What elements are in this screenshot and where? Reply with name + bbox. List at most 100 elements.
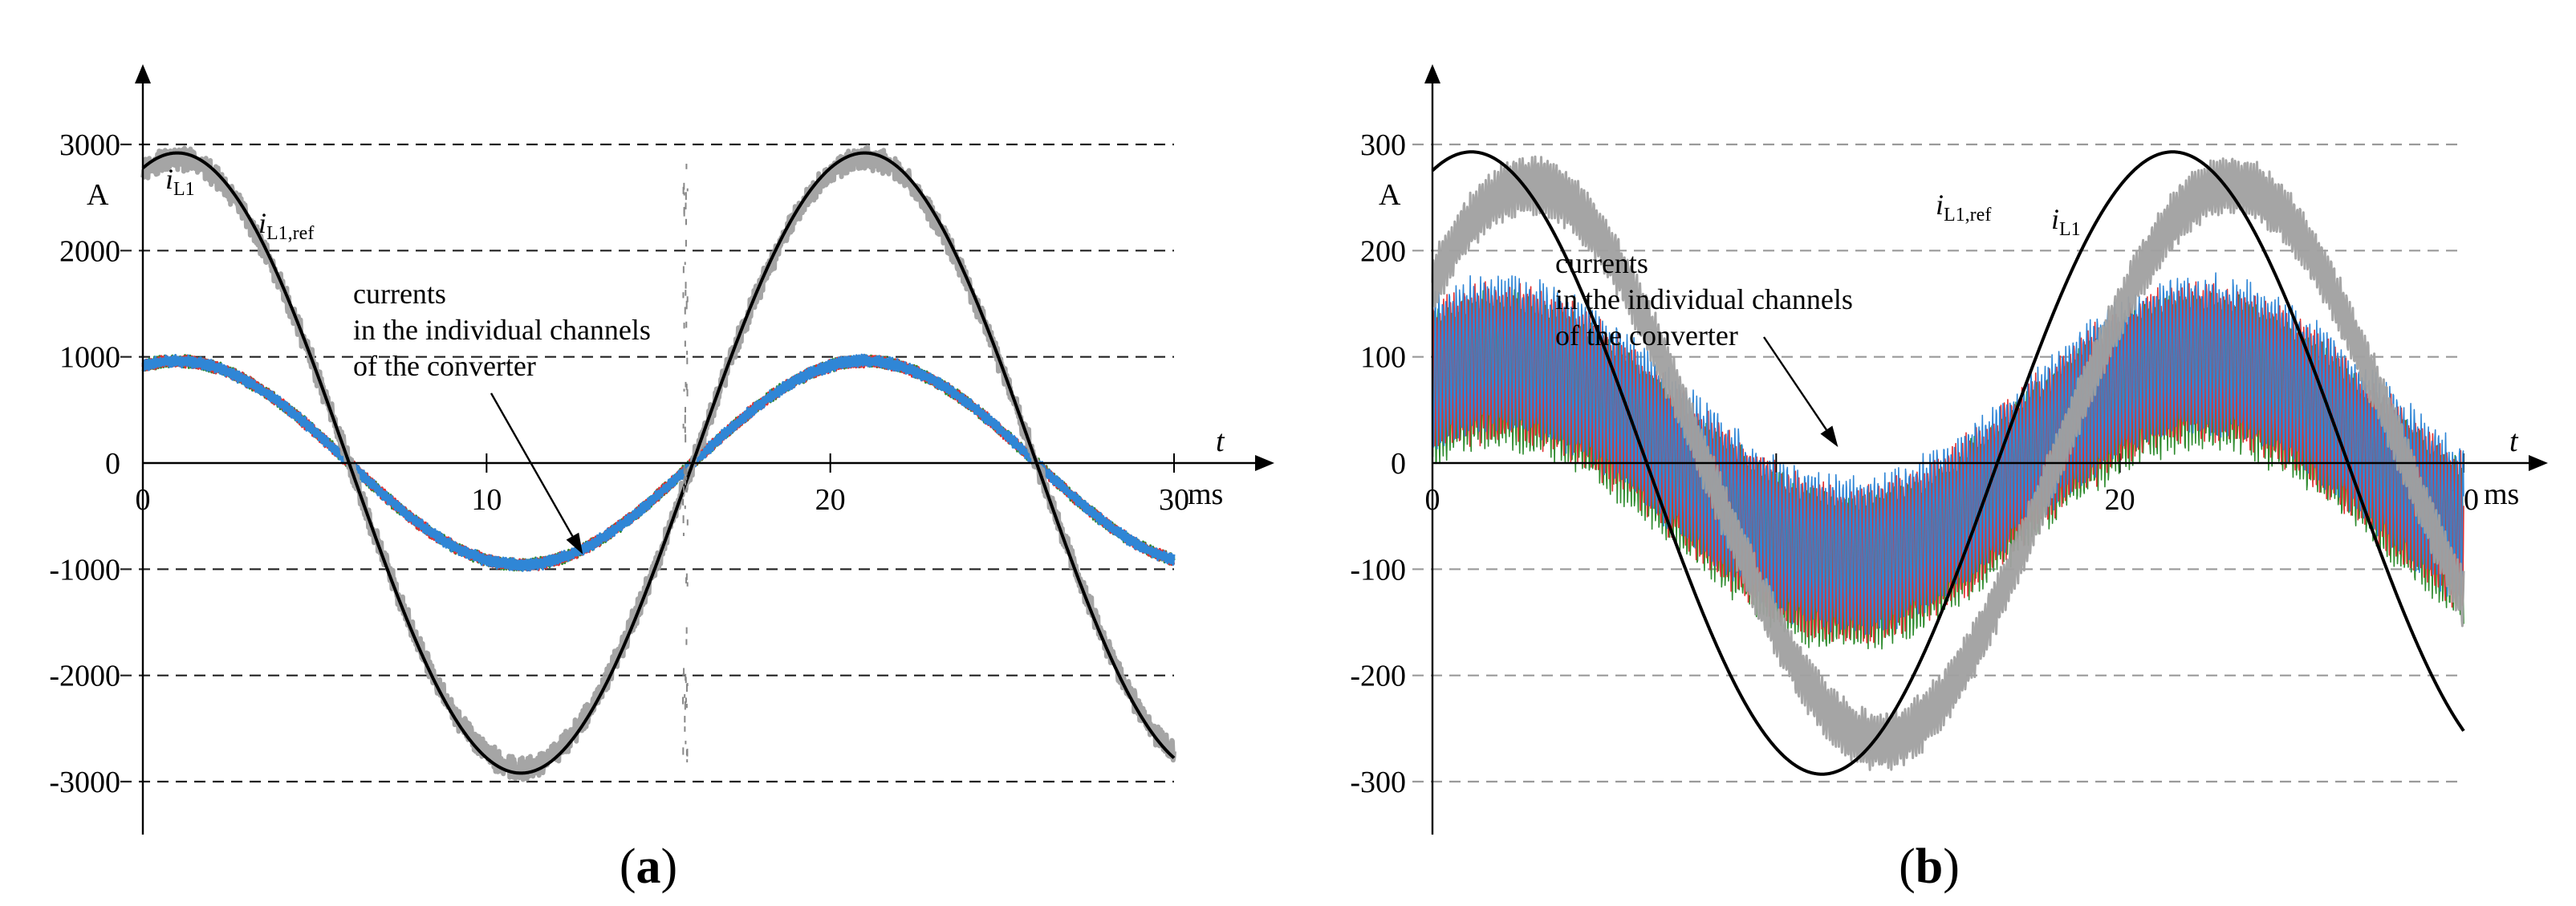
annotation-arrowhead: [566, 532, 583, 555]
series-channel-3-line: [1432, 272, 2464, 636]
x-tick-label: 20: [2105, 483, 2135, 517]
curve-label-symbol: i: [258, 207, 266, 239]
y-tick-label: 1000: [59, 341, 120, 375]
y-tick-label: 3000: [59, 128, 120, 162]
artifact-dot: [686, 357, 689, 364]
annotation-line: in the individual channels: [1555, 283, 1853, 315]
caption-open: (: [620, 839, 636, 894]
curve-label-symbol: i: [165, 163, 173, 195]
x-axis-label: t: [2509, 425, 2519, 458]
artifact-dot: [685, 703, 688, 709]
artifact-dot: [683, 323, 685, 329]
y-tick-label: -1000: [49, 553, 120, 587]
curve-label-subscript: L1,ref: [266, 223, 314, 244]
annotation-line: of the converter: [1555, 319, 1738, 351]
artifact-dot: [685, 321, 688, 328]
artifact-dot: [685, 384, 688, 391]
artifact-dot: [682, 186, 685, 194]
series-channel-3-line: [141, 353, 1176, 572]
artifact-dot: [682, 266, 685, 274]
artifact-dot: [683, 668, 685, 675]
artifact-dot: [685, 164, 688, 169]
curve-label-subscript: L1,ref: [1944, 205, 1991, 225]
artifact-dot: [683, 465, 685, 474]
artifact-dot: [684, 726, 686, 732]
y-tick-label: -200: [1350, 660, 1406, 693]
artifact-dot: [685, 741, 687, 745]
artifact-dot: [686, 188, 689, 192]
y-axis-arrowhead: [135, 64, 151, 83]
artifact-dot: [682, 532, 685, 536]
artifact-dot: [682, 498, 685, 506]
series-i-l1-ref-line: [1431, 150, 2465, 776]
artifact-dot: [684, 694, 686, 698]
artifact-dot: [685, 202, 687, 209]
caption-close: ): [661, 839, 678, 894]
artifact-dot: [685, 577, 688, 584]
annotation-arrow-line: [1763, 336, 1827, 431]
curve-label: iL1: [2051, 203, 2081, 240]
artifact-dot: [684, 426, 686, 433]
x-unit-label: ms: [2484, 477, 2519, 511]
artifact-dot: [682, 673, 685, 676]
artifact-dot: [686, 519, 689, 526]
y-tick-label: 200: [1360, 234, 1406, 268]
y-tick-label: -300: [1350, 766, 1406, 799]
x-axis-label: t: [1216, 425, 1225, 458]
chart-panel-b: 3002001000-100-200-3000102030Atmscurrent…: [1350, 64, 2548, 894]
curve-label: iL1,ref: [1936, 189, 1991, 225]
artifact-dot: [683, 192, 685, 196]
artifact-dot: [685, 684, 688, 693]
artifact-dot: [684, 505, 686, 510]
annotation-arrowhead: [1820, 425, 1839, 448]
artifact-dot: [685, 218, 687, 225]
artifact-dot: [682, 424, 685, 429]
artifact-dot: [682, 697, 685, 705]
artifact-dot: [685, 697, 687, 703]
x-tick-label: 10: [471, 483, 502, 517]
y-tick-label: 300: [1360, 128, 1406, 162]
x-unit-label: ms: [1188, 477, 1223, 511]
artifact-dot: [686, 582, 689, 587]
artifact-dot: [684, 716, 686, 723]
artifact-dot: [686, 748, 689, 757]
artifact-dot: [683, 486, 685, 493]
curve-label-subscript: L1: [2059, 219, 2081, 240]
curve-label-symbol: i: [1936, 189, 1944, 221]
artifact-dot: [686, 389, 689, 396]
artifact-dot: [684, 262, 686, 266]
artifact-dot: [684, 307, 686, 315]
curve-label: iL1: [165, 163, 195, 200]
artifact-dot: [685, 300, 688, 310]
curve-label-subscript: L1: [173, 179, 195, 200]
chart-panel-a: 3000200010000-1000-2000-30000102030Atmsc…: [49, 64, 1274, 894]
artifact-dot: [685, 476, 688, 481]
artifact-dot: [682, 747, 685, 755]
x-tick-label: 30: [1159, 483, 1189, 517]
artifact-dot: [685, 673, 687, 681]
artifact-dot: [683, 475, 685, 484]
artifact-dot: [683, 182, 685, 190]
artifact-dot: [685, 239, 687, 247]
artifact-dot: [685, 573, 688, 580]
artifact-dot: [685, 627, 688, 634]
artifact-dot: [685, 192, 687, 201]
artifact-dot: [686, 351, 689, 355]
artifact-dot: [685, 290, 687, 296]
y-tick-label: -3000: [49, 766, 120, 799]
artifact-dot: [685, 487, 688, 493]
series-i-l1-line: [1431, 155, 2465, 771]
annotation-line: currents: [353, 278, 446, 310]
artifact-dot: [682, 515, 685, 523]
artifact-dot: [684, 340, 686, 347]
artifact-dot: [685, 480, 687, 486]
x-tick-label: 20: [815, 483, 846, 517]
y-tick-label: -2000: [49, 660, 120, 693]
artifact-dot: [686, 759, 689, 763]
artifact-dot: [684, 701, 686, 710]
annotation-line: in the individual channels: [353, 314, 651, 346]
artifact-dot: [683, 206, 685, 214]
annotation-line: of the converter: [353, 350, 536, 382]
artifact-dot: [686, 296, 689, 303]
curve-label: iL1,ref: [258, 207, 314, 244]
